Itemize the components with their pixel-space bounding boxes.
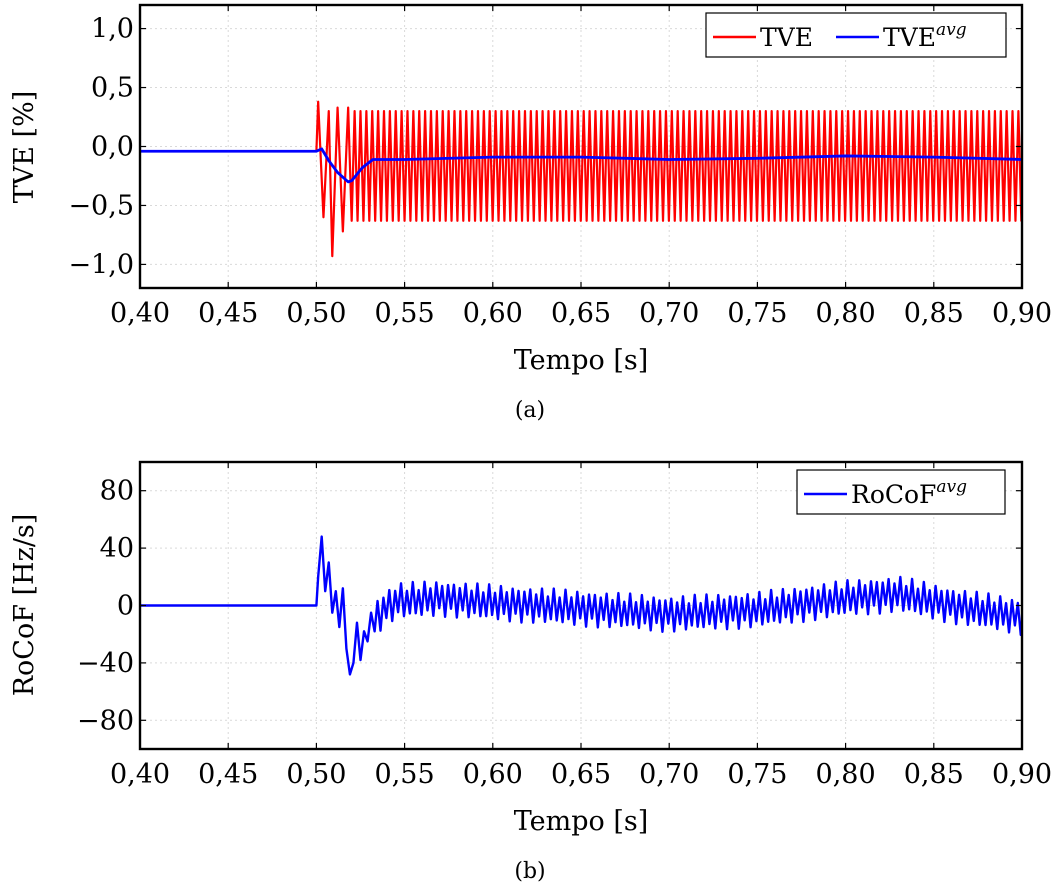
caption: (b): [514, 859, 545, 884]
series-line-rocof-avg: [140, 535, 1022, 676]
legend: RoCoFavg: [796, 469, 1006, 515]
legend-label-tve: TVE: [760, 23, 813, 52]
y-tick-label: −1,0: [68, 249, 134, 280]
chart-rocof: 80 40 0 −40 −80 0,40 0,45 0,50 0,55 0,60 0,65 0,70…: [9, 460, 1052, 884]
y-tick-label: 80: [100, 476, 134, 507]
y-tick-labels: 1,0 0,5 0,0 −0,5 −1,0: [68, 14, 1022, 280]
x-tick-label: 0,65: [551, 759, 611, 790]
x-tick-label: 0,70: [639, 298, 699, 329]
x-tick-labels: 0,40 0,45 0,50 0,55 0,60 0,65 0,70 0,75 0,80 0,85…: [110, 462, 1052, 790]
x-tick-label: 0,55: [375, 759, 435, 790]
x-tick-label: 0,65: [551, 298, 611, 329]
x-axis-title: Tempo [s]: [514, 345, 649, 376]
x-tick-label: 0,90: [992, 298, 1052, 329]
x-tick-label: 0,90: [992, 759, 1052, 790]
y-tick-label: 0,5: [91, 73, 134, 104]
x-tick-label: 0,50: [286, 759, 346, 790]
legend-box: [705, 12, 1007, 58]
x-tick-label: 0,45: [198, 759, 258, 790]
x-tick-label: 0,80: [816, 759, 876, 790]
x-tick-label: 0,60: [463, 759, 523, 790]
x-tick-label: 0,50: [286, 298, 346, 329]
x-tick-label: 0,40: [110, 759, 170, 790]
legend: TVE TVEavg: [705, 12, 1007, 58]
series-line-tve-avg: [140, 147, 1022, 184]
x-tick-label: 0,40: [110, 298, 170, 329]
y-tick-label: 0: [117, 591, 134, 622]
x-tick-label: 0,45: [198, 298, 258, 329]
legend-box: [796, 469, 1006, 515]
y-tick-label: −0,5: [68, 190, 134, 221]
x-tick-label: 0,75: [727, 759, 787, 790]
caption: (a): [515, 398, 545, 423]
y-tick-labels: 80 40 0 −40 −80: [77, 476, 1022, 736]
legend-label-tve-avg: TVEavg: [883, 20, 967, 52]
series-line-tve: [140, 100, 1022, 258]
x-tick-label: 0,85: [904, 298, 964, 329]
y-tick-label: 1,0: [91, 14, 134, 45]
y-tick-label: 0,0: [91, 132, 134, 163]
chart-tve: 1,00,50,0−0,5−1,0 0,40 0,45 0,50 0,55 0,60 0,…: [9, 3, 1052, 423]
y-tick-label: 40: [100, 533, 134, 564]
y-axis-title: TVE [%]: [9, 91, 40, 204]
x-axis-title: Tempo [s]: [514, 806, 649, 837]
legend-label-rocof-avg: RoCoFavg: [851, 477, 967, 509]
x-tick-label: 0,85: [904, 759, 964, 790]
y-axis-title: RoCoF [Hz/s]: [9, 514, 40, 697]
y-tick-label: −80: [77, 705, 134, 736]
x-tick-label: 0,75: [727, 298, 787, 329]
x-tick-label: 0,80: [816, 298, 876, 329]
x-tick-labels: 0,40 0,45 0,50 0,55 0,60 0,65 0,70 0,75 0,80 0,85…: [110, 5, 1052, 329]
y-tick-label: −40: [77, 648, 134, 679]
x-tick-label: 0,55: [375, 298, 435, 329]
x-tick-label: 0,70: [639, 759, 699, 790]
x-tick-label: 0,60: [463, 298, 523, 329]
